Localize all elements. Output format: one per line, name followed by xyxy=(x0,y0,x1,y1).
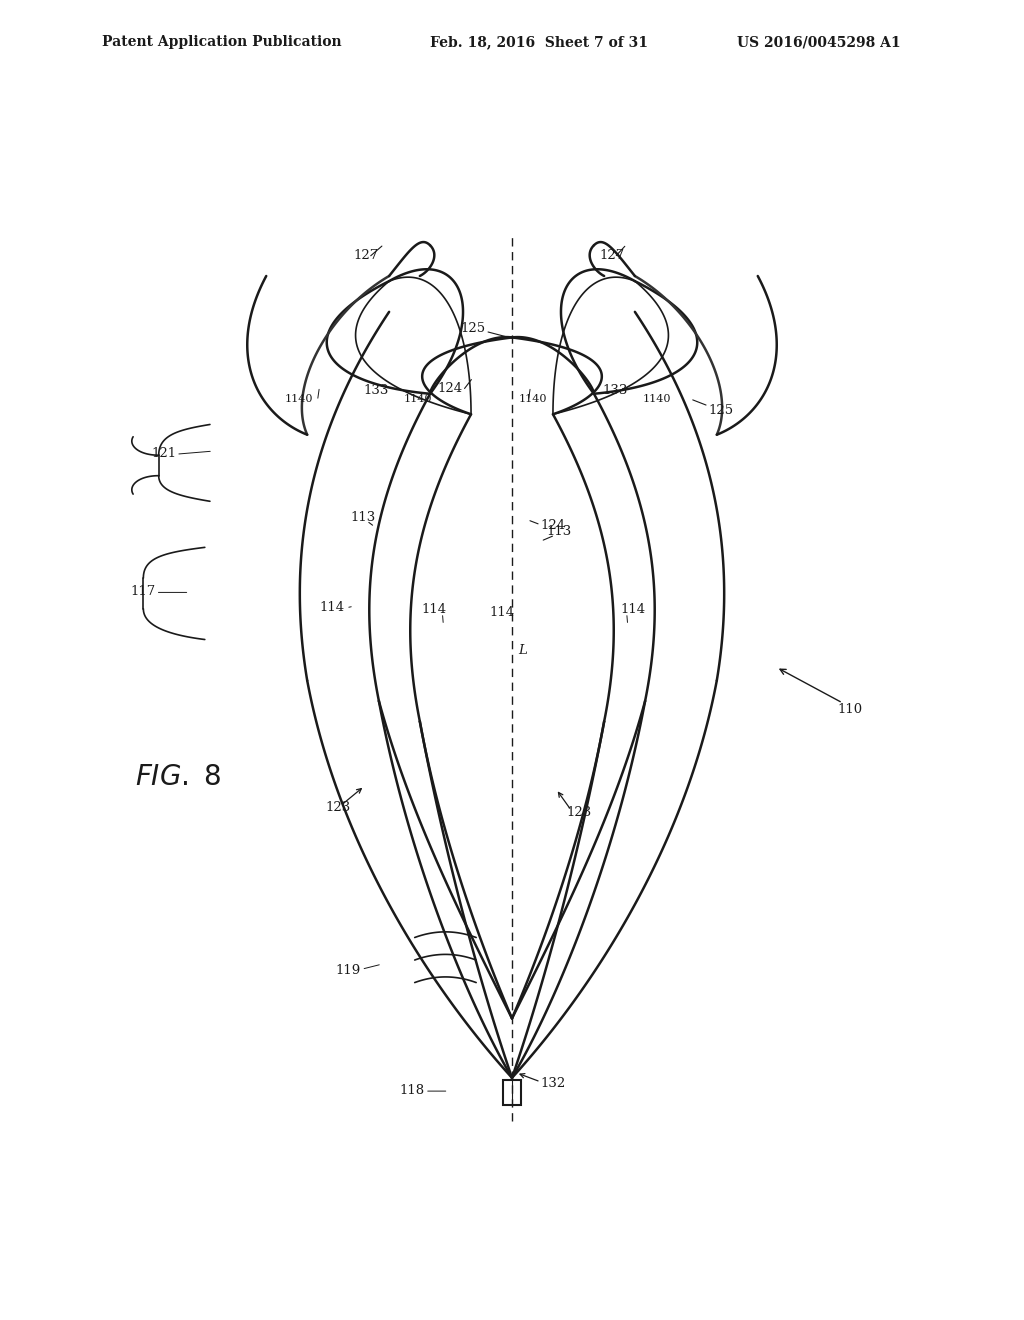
Text: 127: 127 xyxy=(599,248,625,261)
Text: 114: 114 xyxy=(319,601,345,614)
Text: 125: 125 xyxy=(460,322,485,335)
Text: 123: 123 xyxy=(566,805,592,818)
Text: 118: 118 xyxy=(399,1084,425,1097)
Text: 127: 127 xyxy=(353,248,379,261)
Text: 114: 114 xyxy=(422,603,447,616)
Text: 110: 110 xyxy=(838,704,863,717)
Text: 1140: 1140 xyxy=(285,393,313,404)
Text: 114: 114 xyxy=(621,603,646,616)
Text: 124: 124 xyxy=(541,519,566,532)
Text: 133: 133 xyxy=(364,384,389,397)
Text: $\mathit{FIG.\ 8}$: $\mathit{FIG.\ 8}$ xyxy=(135,764,222,791)
Text: L: L xyxy=(518,644,527,657)
Text: 125: 125 xyxy=(709,404,734,417)
Text: 121: 121 xyxy=(151,447,176,461)
Text: 123: 123 xyxy=(326,800,351,813)
Text: 1140: 1140 xyxy=(643,393,672,404)
Text: US 2016/0045298 A1: US 2016/0045298 A1 xyxy=(737,36,901,49)
Text: 133: 133 xyxy=(602,384,628,397)
Text: 119: 119 xyxy=(336,965,361,977)
Text: 1140: 1140 xyxy=(403,393,432,404)
Text: 1140: 1140 xyxy=(518,393,547,404)
Text: 124: 124 xyxy=(437,381,463,395)
Text: Patent Application Publication: Patent Application Publication xyxy=(102,36,342,49)
Bar xyxy=(503,1080,521,1105)
Text: 113: 113 xyxy=(350,511,376,524)
Text: 117: 117 xyxy=(130,586,156,598)
Text: 113: 113 xyxy=(547,525,572,539)
Text: 114: 114 xyxy=(489,606,515,619)
Text: Feb. 18, 2016  Sheet 7 of 31: Feb. 18, 2016 Sheet 7 of 31 xyxy=(430,36,648,49)
Text: 132: 132 xyxy=(541,1077,566,1090)
